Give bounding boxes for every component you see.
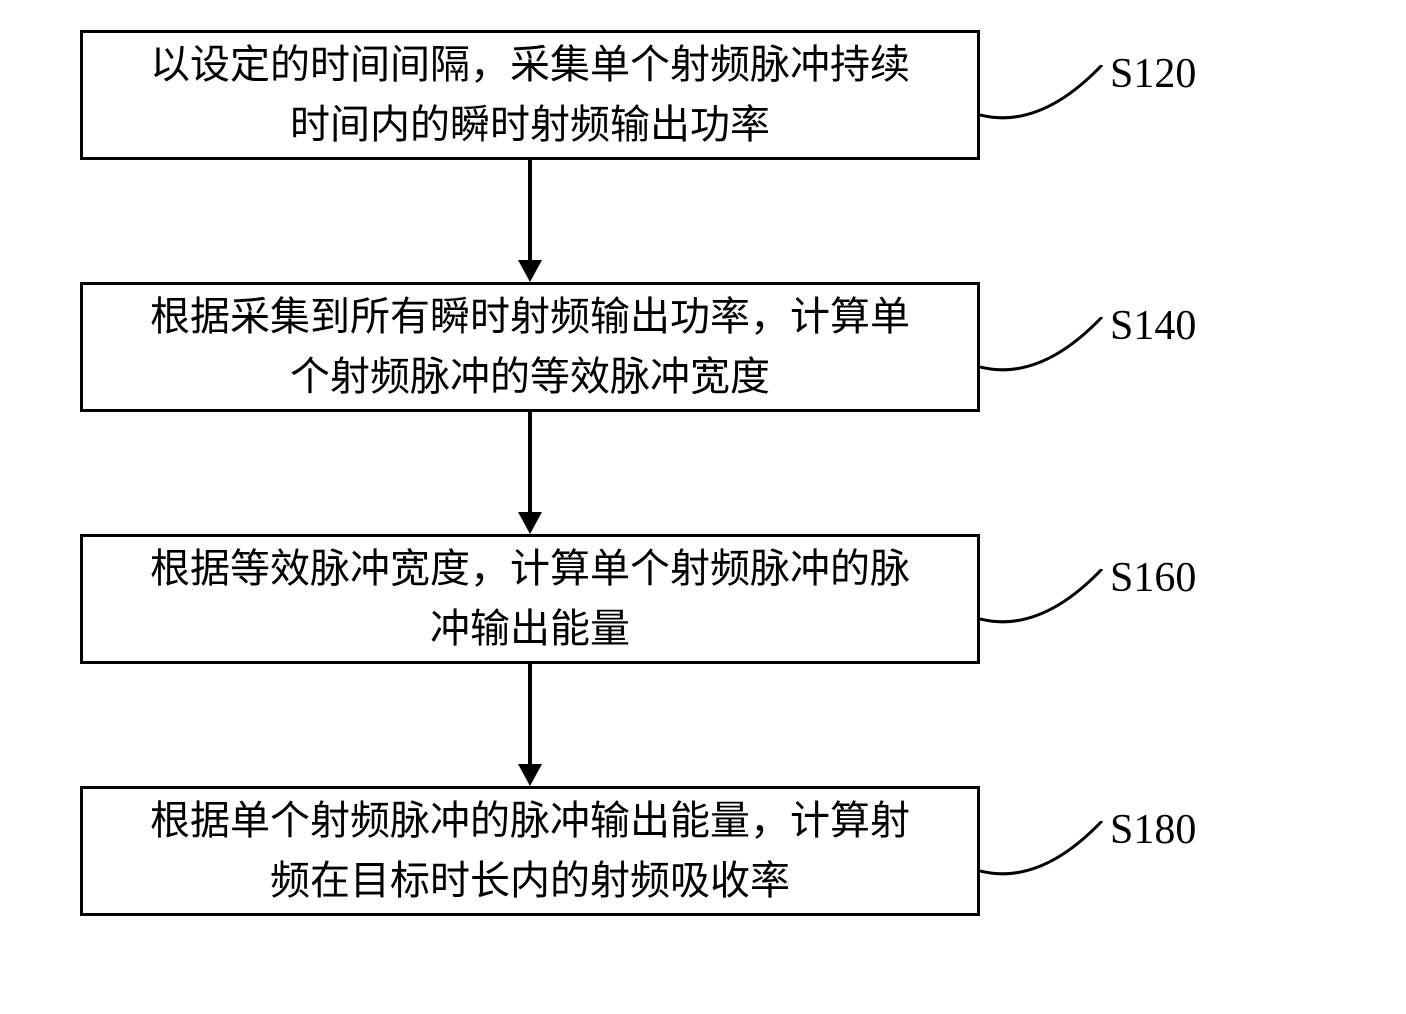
step-label-s120: S120 xyxy=(1110,50,1196,98)
flowchart-step-text: 以设定的时间间隔，采集单个射频脉冲持续 时间内的瞬时射频输出功率 xyxy=(134,27,926,163)
connector-curve-s140 xyxy=(980,317,1110,387)
flowchart-arrow-1 xyxy=(528,160,532,282)
flowchart-step-text: 根据单个射频脉冲的脉冲输出能量，计算射 频在目标时长内的射频吸收率 xyxy=(134,783,926,919)
flowchart-step-text: 根据采集到所有瞬时射频输出功率，计算单 个射频脉冲的等效脉冲宽度 xyxy=(134,279,926,415)
flowchart-arrow-2 xyxy=(528,412,532,534)
connector-curve-s160 xyxy=(980,569,1110,639)
step-label-s160: S160 xyxy=(1110,554,1196,602)
flowchart-step-s140: 根据采集到所有瞬时射频输出功率，计算单 个射频脉冲的等效脉冲宽度 xyxy=(80,282,980,412)
connector-curve-s180 xyxy=(980,821,1110,891)
flowchart-step-s180: 根据单个射频脉冲的脉冲输出能量，计算射 频在目标时长内的射频吸收率 xyxy=(80,786,980,916)
step-label-s140: S140 xyxy=(1110,302,1196,350)
flowchart-step-text: 根据等效脉冲宽度，计算单个射频脉冲的脉 冲输出能量 xyxy=(134,531,926,667)
flowchart-step-s120: 以设定的时间间隔，采集单个射频脉冲持续 时间内的瞬时射频输出功率 xyxy=(80,30,980,160)
step-label-s180: S180 xyxy=(1110,806,1196,854)
flowchart-step-s160: 根据等效脉冲宽度，计算单个射频脉冲的脉 冲输出能量 xyxy=(80,534,980,664)
connector-curve-s120 xyxy=(980,65,1110,135)
flowchart-arrow-3 xyxy=(528,664,532,786)
